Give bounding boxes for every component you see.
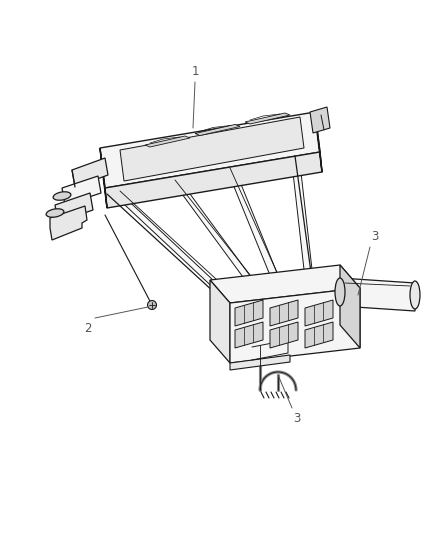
Polygon shape	[210, 265, 360, 303]
Ellipse shape	[148, 301, 156, 310]
Polygon shape	[55, 193, 93, 222]
Polygon shape	[171, 179, 262, 292]
Ellipse shape	[410, 281, 420, 309]
Text: 1: 1	[191, 65, 199, 78]
Text: 2: 2	[84, 322, 92, 335]
Polygon shape	[100, 112, 320, 188]
Polygon shape	[310, 107, 330, 133]
Polygon shape	[100, 148, 107, 208]
Polygon shape	[226, 167, 284, 290]
Polygon shape	[72, 158, 108, 187]
Ellipse shape	[53, 192, 71, 200]
Polygon shape	[195, 125, 240, 135]
Polygon shape	[230, 355, 290, 370]
Polygon shape	[210, 280, 230, 363]
Polygon shape	[145, 136, 190, 147]
Polygon shape	[230, 288, 360, 363]
Text: 3: 3	[371, 230, 379, 243]
Polygon shape	[245, 113, 290, 124]
Polygon shape	[305, 322, 333, 348]
Ellipse shape	[46, 209, 64, 217]
Polygon shape	[340, 278, 415, 311]
Polygon shape	[340, 265, 360, 348]
Text: 3: 3	[293, 412, 301, 425]
Polygon shape	[270, 322, 298, 348]
Polygon shape	[235, 322, 263, 348]
Polygon shape	[50, 206, 87, 240]
Polygon shape	[291, 155, 314, 287]
Ellipse shape	[335, 278, 345, 306]
Polygon shape	[62, 176, 101, 205]
Polygon shape	[111, 192, 229, 295]
Polygon shape	[305, 300, 333, 326]
Polygon shape	[235, 300, 263, 326]
Polygon shape	[120, 117, 304, 181]
Polygon shape	[270, 300, 298, 326]
Polygon shape	[105, 152, 322, 208]
Polygon shape	[315, 112, 322, 172]
